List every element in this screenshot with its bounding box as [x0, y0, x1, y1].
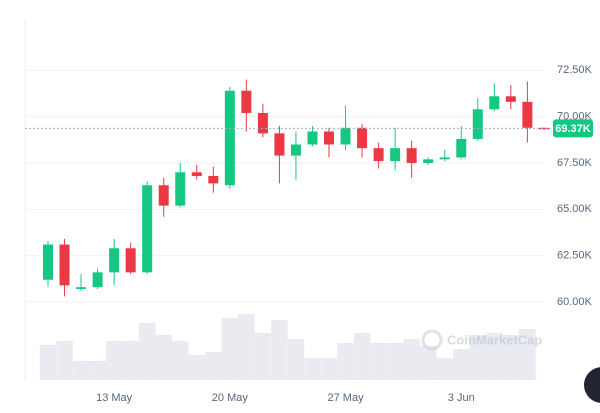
- x-tick-label: 3 Jun: [448, 392, 475, 404]
- candles: [43, 79, 549, 297]
- candle-body: [158, 185, 169, 206]
- candle-body: [241, 90, 252, 113]
- candle-body: [257, 112, 268, 134]
- candle-body: [324, 131, 335, 145]
- volume-bar: [238, 314, 255, 380]
- candle-body: [406, 148, 417, 163]
- candle-body: [290, 144, 301, 156]
- candle-body: [175, 172, 186, 206]
- volume-bar: [205, 352, 222, 380]
- x-tick-label: 27 May: [328, 392, 365, 404]
- volume-bar: [452, 349, 470, 380]
- volume-bar: [403, 339, 420, 380]
- candle-body: [59, 244, 70, 286]
- y-tick-label: 60.00K: [557, 296, 593, 308]
- candle-body: [390, 148, 401, 162]
- volume-bar: [56, 341, 73, 380]
- volume-bar: [337, 343, 354, 380]
- volume-bar: [370, 343, 387, 380]
- x-tick-label: 20 May: [212, 392, 249, 404]
- volume-bar: [254, 333, 272, 380]
- volume-bar: [72, 361, 90, 380]
- volume-bar: [221, 318, 239, 380]
- candle-body: [224, 90, 235, 186]
- volume-bar: [122, 341, 139, 380]
- corner-button[interactable]: [584, 367, 600, 403]
- volume-bar: [271, 320, 288, 380]
- candle-body: [472, 109, 483, 139]
- volume-bar: [436, 358, 453, 380]
- volume-area: [39, 314, 536, 380]
- candle-body: [92, 272, 103, 288]
- candle-body: [274, 133, 285, 156]
- candle-body: [522, 101, 533, 128]
- volume-bar: [155, 335, 172, 380]
- y-tick-label: 62.50K: [557, 250, 593, 262]
- candle-body: [357, 127, 368, 149]
- candle-body: [439, 157, 450, 160]
- candle-body: [307, 131, 318, 145]
- volume-bar: [469, 335, 487, 380]
- y-tick-label: 65.00K: [557, 203, 593, 215]
- y-tick-label: 72.50K: [557, 64, 593, 76]
- volume-bar: [353, 333, 371, 380]
- current-price-label: 69.37K: [555, 123, 591, 135]
- volume-bar: [419, 346, 437, 380]
- watermark-logo: [421, 329, 443, 351]
- volume-bar: [39, 345, 57, 380]
- volume-bar: [304, 358, 321, 380]
- candle-body: [489, 96, 500, 110]
- candle-body: [538, 127, 549, 130]
- y-tick-label: 67.50K: [557, 157, 593, 169]
- candle-body: [109, 248, 120, 273]
- candle-body: [43, 244, 53, 280]
- volume-bar: [287, 339, 305, 380]
- volume-bar: [138, 323, 156, 380]
- candle-body: [456, 138, 467, 158]
- candle-body: [208, 175, 219, 184]
- candle-body: [423, 159, 434, 163]
- candle-body: [142, 185, 153, 273]
- volume-bar: [188, 355, 206, 380]
- watermark-text: CoinMarketCap: [447, 332, 542, 347]
- candle-body: [505, 96, 516, 102]
- candle-body: [191, 172, 202, 176]
- x-tick-label: 13 May: [96, 392, 133, 404]
- volume-bar: [320, 358, 338, 380]
- current-price-badge: [553, 119, 593, 138]
- candle-body: [125, 248, 136, 273]
- candle-body: [340, 127, 351, 145]
- volume-bar: [171, 341, 189, 380]
- candle-body: [373, 148, 384, 162]
- volume-bar: [105, 341, 123, 380]
- volume-bar: [486, 333, 503, 380]
- candle-body: [76, 287, 87, 290]
- volume-bar: [502, 335, 520, 380]
- volume-bar: [386, 343, 404, 380]
- volume-bar: [89, 361, 106, 380]
- watermark: CoinMarketCap: [421, 329, 542, 351]
- volume-bar: [519, 329, 536, 380]
